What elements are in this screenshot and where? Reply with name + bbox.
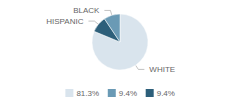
svg-text:81.3%: 81.3% — [76, 89, 99, 98]
svg-text:BLACK: BLACK — [73, 6, 100, 15]
svg-text:9.4%: 9.4% — [119, 89, 137, 98]
svg-text:WHITE: WHITE — [149, 65, 175, 74]
svg-text:HISPANIC: HISPANIC — [46, 17, 83, 26]
svg-text:9.4%: 9.4% — [157, 89, 175, 98]
